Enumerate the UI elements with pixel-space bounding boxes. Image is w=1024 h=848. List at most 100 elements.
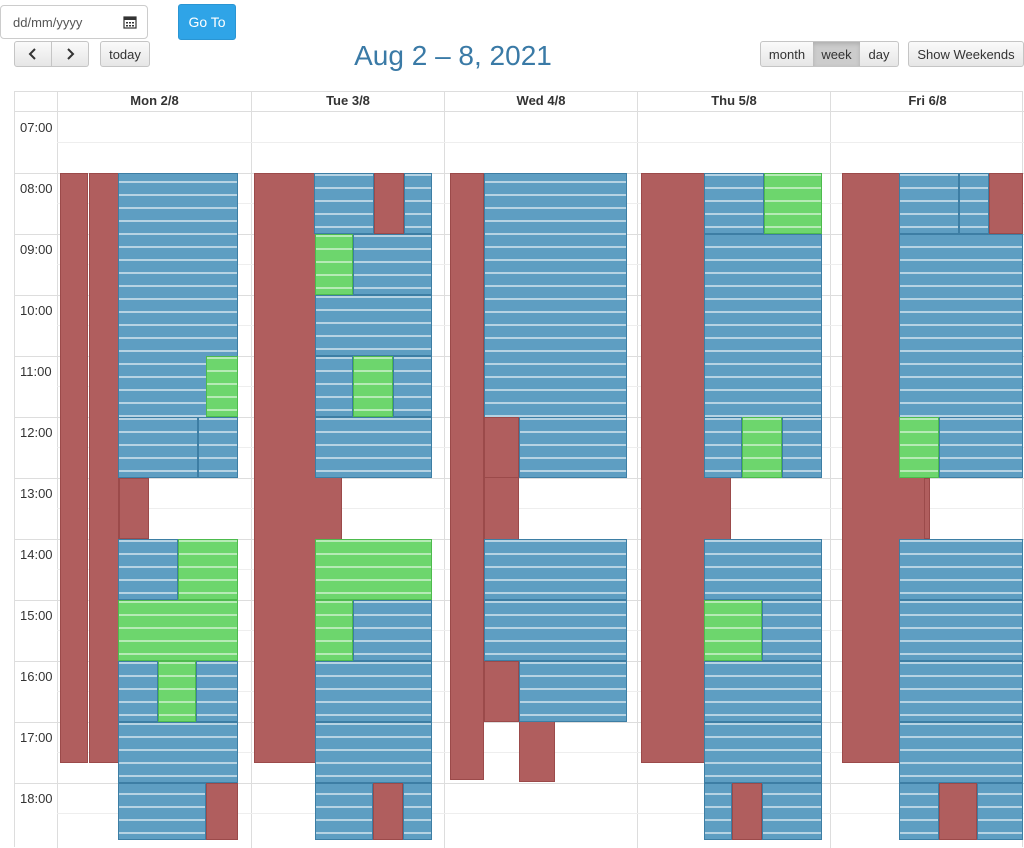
calendar-event[interactable] bbox=[484, 539, 627, 600]
calendar-event[interactable] bbox=[315, 661, 432, 722]
calendar-event[interactable] bbox=[315, 295, 432, 356]
calendar-event[interactable] bbox=[899, 173, 959, 234]
calendar-event[interactable] bbox=[899, 417, 939, 478]
calendar-event[interactable] bbox=[924, 478, 930, 539]
calendar-event[interactable] bbox=[704, 173, 764, 234]
calendar-icon[interactable] bbox=[123, 15, 137, 29]
calendar-event[interactable] bbox=[484, 417, 519, 478]
week-view-button[interactable]: week bbox=[813, 41, 861, 67]
calendar-event[interactable] bbox=[353, 356, 393, 417]
calendar-event[interactable] bbox=[762, 783, 822, 840]
calendar-event[interactable] bbox=[704, 783, 732, 840]
half-hour-line bbox=[57, 142, 1024, 143]
calendar-event[interactable] bbox=[704, 600, 762, 661]
column-divider bbox=[830, 91, 831, 848]
time-label: 10:00 bbox=[20, 303, 53, 318]
calendar-event[interactable] bbox=[373, 783, 403, 840]
column-divider bbox=[251, 91, 252, 848]
calendar-event[interactable] bbox=[899, 722, 1023, 783]
calendar-event[interactable] bbox=[118, 783, 206, 840]
half-hour-line bbox=[57, 813, 1024, 814]
next-button[interactable] bbox=[52, 41, 89, 67]
calendar-event[interactable] bbox=[118, 539, 178, 600]
calendar-event[interactable] bbox=[374, 173, 404, 234]
calendar-event[interactable] bbox=[899, 661, 1023, 722]
chevron-left-icon bbox=[28, 48, 36, 60]
date-input[interactable] bbox=[13, 14, 113, 30]
go-to-button[interactable]: Go To bbox=[178, 4, 236, 40]
month-view-button[interactable]: month bbox=[760, 41, 814, 67]
calendar-event[interactable] bbox=[119, 478, 149, 539]
calendar-event[interactable] bbox=[118, 417, 198, 478]
time-label: 17:00 bbox=[20, 730, 53, 745]
calendar-event[interactable] bbox=[899, 783, 939, 840]
column-divider bbox=[444, 91, 445, 848]
time-label: 15:00 bbox=[20, 608, 53, 623]
calendar-event[interactable] bbox=[989, 173, 1023, 234]
prev-button[interactable] bbox=[14, 41, 52, 67]
calendar-event[interactable] bbox=[404, 173, 432, 234]
calendar-event[interactable] bbox=[704, 417, 742, 478]
date-input-field[interactable] bbox=[0, 5, 148, 39]
calendar-event[interactable] bbox=[314, 173, 374, 234]
calendar-event[interactable] bbox=[450, 173, 484, 780]
calendar-event[interactable] bbox=[315, 417, 432, 478]
calendar-event[interactable] bbox=[198, 417, 238, 478]
calendar-event[interactable] bbox=[315, 722, 432, 783]
day-header: Tue 3/8 bbox=[251, 91, 444, 111]
calendar-event[interactable] bbox=[782, 417, 822, 478]
calendar-event[interactable] bbox=[977, 783, 1023, 840]
calendar-event[interactable] bbox=[206, 356, 238, 417]
calendar-event[interactable] bbox=[732, 783, 762, 840]
column-divider bbox=[637, 91, 638, 848]
calendar-event[interactable] bbox=[315, 600, 353, 661]
calendar-event[interactable] bbox=[484, 661, 519, 722]
time-label: 18:00 bbox=[20, 791, 53, 806]
day-view-button[interactable]: day bbox=[860, 41, 899, 67]
calendar-event[interactable] bbox=[704, 722, 822, 783]
column-divider bbox=[57, 91, 58, 848]
time-label: 07:00 bbox=[20, 120, 53, 135]
calendar-event[interactable] bbox=[484, 600, 627, 661]
calendar-event[interactable] bbox=[178, 539, 238, 600]
calendar-event[interactable] bbox=[742, 417, 782, 478]
calendar-event[interactable] bbox=[899, 600, 1023, 661]
calendar-event[interactable] bbox=[315, 356, 353, 417]
calendar-event[interactable] bbox=[353, 234, 432, 295]
calendar-event[interactable] bbox=[315, 783, 373, 840]
time-label: 12:00 bbox=[20, 425, 53, 440]
calendar-event[interactable] bbox=[118, 661, 158, 722]
calendar-title: Aug 2 – 8, 2021 bbox=[354, 40, 552, 71]
calendar-event[interactable] bbox=[315, 234, 353, 295]
calendar-grid: Mon 2/8 Tue 3/8 Wed 4/8 Thu 5/8 Fri 6/8 … bbox=[14, 91, 1024, 848]
calendar-event[interactable] bbox=[353, 600, 432, 661]
calendar-event[interactable] bbox=[704, 539, 822, 600]
calendar-event[interactable] bbox=[939, 783, 977, 840]
calendar-event[interactable] bbox=[939, 417, 1023, 478]
time-label: 13:00 bbox=[20, 486, 53, 501]
calendar-event[interactable] bbox=[764, 173, 822, 234]
calendar-event[interactable] bbox=[89, 173, 119, 763]
calendar-event[interactable] bbox=[158, 661, 196, 722]
day-header: Wed 4/8 bbox=[444, 91, 637, 111]
calendar-event[interactable] bbox=[118, 600, 238, 661]
today-button[interactable]: today bbox=[100, 41, 150, 67]
calendar-event[interactable] bbox=[60, 173, 88, 763]
day-header: Thu 5/8 bbox=[637, 91, 830, 111]
calendar-event[interactable] bbox=[206, 783, 238, 840]
calendar-event[interactable] bbox=[959, 173, 989, 234]
hour-line bbox=[14, 783, 1024, 784]
calendar-event[interactable] bbox=[196, 661, 238, 722]
calendar-event[interactable] bbox=[519, 661, 627, 722]
show-weekends-button[interactable]: Show Weekends bbox=[908, 41, 1024, 67]
calendar-event[interactable] bbox=[315, 539, 432, 600]
calendar-event[interactable] bbox=[403, 783, 432, 840]
time-label: 14:00 bbox=[20, 547, 53, 562]
calendar-event[interactable] bbox=[762, 600, 822, 661]
calendar-event[interactable] bbox=[519, 417, 627, 478]
calendar-event[interactable] bbox=[704, 661, 822, 722]
calendar-event[interactable] bbox=[393, 356, 432, 417]
chevron-right-icon bbox=[67, 48, 75, 60]
calendar-event[interactable] bbox=[118, 722, 238, 783]
calendar-event[interactable] bbox=[899, 539, 1023, 600]
